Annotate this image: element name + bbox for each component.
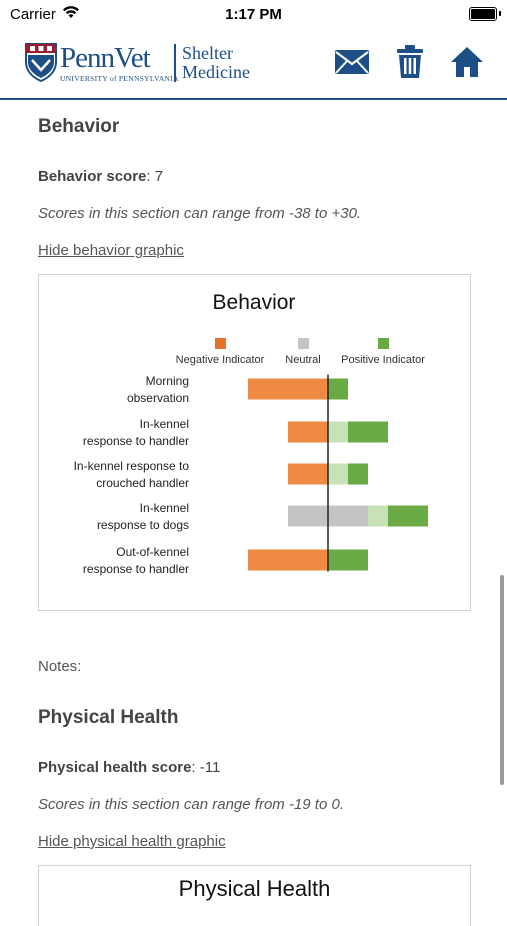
category-label: In-kennel response to (74, 459, 190, 473)
category-label: crouched handler (96, 476, 189, 490)
behavior-chart: Behavior Negative Indicator Neutral Positiv… (38, 274, 471, 611)
logo-sub-line2: Medicine (182, 62, 250, 82)
physical-health-score: Physical health score: -11 (38, 759, 220, 776)
clock: 1:17 PM (225, 6, 282, 23)
bar-positive-light (328, 463, 348, 485)
category-label: observation (127, 391, 189, 405)
bar-positive (388, 505, 428, 527)
bar-neutral-left (288, 505, 328, 527)
trash-icon (397, 45, 423, 78)
notes-label: Notes: (38, 658, 82, 675)
behavior-chart-svg: Behavior Negative Indicator Neutral Positiv… (74, 291, 428, 576)
legend-swatch (215, 338, 226, 349)
bar-positive (328, 378, 348, 400)
category-label: Morning (146, 374, 189, 388)
logo-brand-text: PennVet (60, 42, 151, 74)
category-label: response to dogs (97, 518, 189, 532)
legend-label: Positive Indicator (341, 354, 425, 366)
behavior-score-label: Behavior score (38, 168, 147, 185)
battery-icon (469, 7, 501, 21)
physical-health-range-text: Scores in this section can range from -1… (38, 796, 344, 813)
bar-positive-light (328, 421, 348, 443)
physical-health-score-label: Physical health score (38, 759, 192, 776)
bar-neutral-right (328, 505, 368, 527)
status-bar: Carrier 1:17 PM (0, 0, 507, 30)
legend-swatch (378, 338, 389, 349)
bar-negative (288, 463, 328, 485)
physical-health-section-title: Physical Health (38, 707, 179, 728)
category-label: In-kennel (140, 417, 189, 431)
behavior-range-text: Scores in this section can range from -3… (38, 205, 362, 222)
logo-university-text: UNIVERSITY of PENNSYLVANIA (60, 74, 179, 83)
physical-health-chart: Physical Health (38, 865, 471, 926)
chart-title: Behavior (213, 291, 296, 314)
physical-health-chart-title: Physical Health (178, 876, 331, 901)
bar-negative (248, 549, 328, 571)
hide-physical-health-graphic-link[interactable]: Hide physical health graphic (38, 833, 226, 850)
bar-positive-light (368, 505, 388, 527)
behavior-section-title: Behavior (38, 116, 120, 137)
scrollbar[interactable] (500, 575, 504, 785)
wifi-icon (62, 5, 80, 24)
app-header: PennVet UNIVERSITY of PENNSYLVANIA Shelt… (0, 30, 507, 100)
bar-positive (348, 463, 368, 485)
bar-positive (328, 549, 368, 571)
category-label: In-kennel (140, 501, 189, 515)
home-button[interactable] (447, 42, 487, 82)
mail-icon (335, 50, 369, 74)
behavior-score: Behavior score: 7 (38, 168, 163, 185)
physical-health-score-value: : -11 (191, 759, 221, 776)
mail-button[interactable] (332, 42, 372, 82)
category-label: Out-of-kennel (116, 545, 189, 559)
category-label: response to handler (83, 562, 189, 576)
logo-sub-line1: Shelter (182, 43, 233, 63)
legend-swatch (298, 338, 309, 349)
hide-behavior-graphic-link[interactable]: Hide behavior graphic (38, 242, 184, 259)
legend-label: Neutral (285, 354, 320, 366)
carrier-label: Carrier (10, 6, 56, 23)
home-icon (451, 47, 483, 77)
logo-divider (174, 44, 176, 82)
bar-negative (288, 421, 328, 443)
category-label: response to handler (83, 434, 189, 448)
bar-positive (348, 421, 388, 443)
delete-button[interactable] (390, 42, 430, 82)
penn-shield-icon (25, 43, 57, 82)
legend-label: Negative Indicator (176, 354, 265, 366)
bar-negative (248, 378, 328, 400)
behavior-score-value: : 7 (146, 168, 164, 185)
